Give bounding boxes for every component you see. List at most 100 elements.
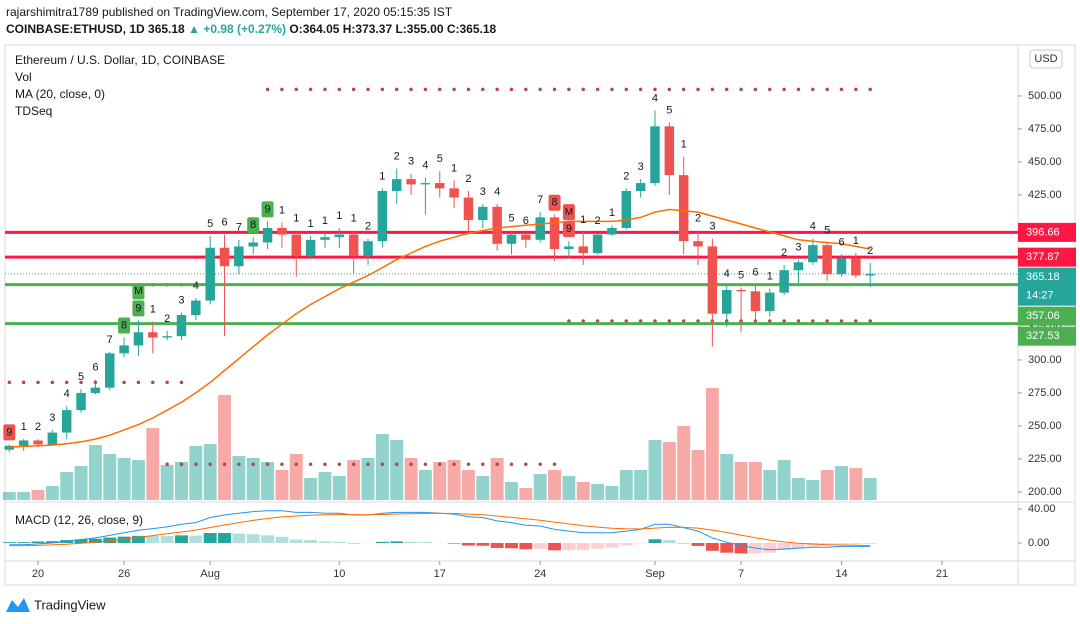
td-box [562,221,575,238]
candle-body [506,234,517,244]
td-perfect: M [565,207,573,218]
candle-body [836,258,847,275]
volume-bar [275,470,289,500]
volume-bar [835,466,848,500]
macd-histogram [849,543,863,545]
candle-body [320,237,330,240]
macd-histogram [763,543,777,553]
volume-bar [505,482,518,500]
td-count: 4 [724,268,730,280]
candle-body [621,190,632,228]
td-perfect-box [132,283,145,300]
y-tick-label: 250.00 [1028,420,1062,432]
volume-bar [461,470,475,500]
candle-body [808,245,818,263]
td-count: 1 [853,235,859,247]
candle-body [363,241,373,256]
td-count: 4 [422,160,428,172]
candle-body [750,291,761,312]
candle-body [607,227,617,235]
volume-bar [74,466,88,500]
macd-histogram [835,543,848,545]
macd-histogram [519,543,533,550]
candle-body [47,432,58,445]
candle-body [162,336,172,338]
currency-button[interactable] [1029,49,1063,69]
macd-histogram [447,543,461,544]
td-count: 1 [379,170,385,182]
macd-histogram [332,541,346,544]
volume-bar [748,462,762,500]
candle-body [693,241,703,247]
price-tag-label: 327.53 [1026,330,1060,342]
volume-bar [548,470,562,500]
candle-body [248,242,258,247]
volume-bar [117,458,131,500]
td-count: 5 [824,224,830,236]
td-count: 4 [494,186,500,198]
td-count: 4 [652,92,658,104]
td-count: 1 [308,218,314,230]
candle-body [564,246,574,250]
candle-body [721,289,732,314]
macd-histogram [720,543,734,553]
currency[interactable]: USD [1034,53,1057,65]
candle-body [377,190,388,242]
td-count: 3 [480,186,486,198]
volume-bar [447,460,461,500]
candle-body [779,270,789,293]
td-count: 2 [164,313,170,325]
macd-histogram [232,533,246,544]
price-tag-label: 357.06 [1026,310,1060,322]
volume-bar [562,476,576,500]
td-count: 1 [767,271,773,283]
y-tick-label: 225.00 [1028,453,1062,465]
candle-body [578,246,588,254]
td-perfect: M [134,286,142,297]
td-count: 4 [193,280,199,292]
td-count: 9 [6,426,12,438]
td-count: 1 [681,139,687,151]
td-count: 9 [135,302,141,314]
td-box [247,217,260,234]
td-count: 1 [451,162,457,174]
macd-histogram [662,540,676,544]
candle-body [635,183,646,191]
volume-bar [691,450,705,500]
macd-histogram [131,535,145,544]
macd-histogram [218,532,231,544]
x-tick-label: Sep [645,568,665,580]
volume-bar [361,458,375,500]
volume-bar [662,442,676,500]
volume-bar [648,440,662,500]
td-count: 7 [236,222,242,234]
td-count: 5 [738,269,744,281]
volume-bar [2,492,16,500]
macd-histogram [863,543,877,544]
td-count: 2 [35,421,41,433]
td-count: 1 [21,421,27,433]
macd-histogram [289,539,303,544]
countdown: 14:27 [1026,290,1054,302]
x-tick-label: 24 [534,568,546,580]
x-tick-label: 17 [434,568,446,580]
td-count: 2 [695,212,701,224]
macd-histogram [576,543,590,551]
price-tag-label: 377.87 [1026,251,1060,263]
td-count: 9 [566,223,572,235]
candle-body [105,353,115,388]
candle-body [33,440,43,445]
td-count: 1 [580,214,586,226]
candle-body [406,179,416,185]
candle-body [291,234,302,256]
x-tick-label: 7 [738,568,744,580]
volume-bar [433,462,447,500]
td-count: 2 [365,220,371,232]
candle-body [549,217,560,250]
candle-body [148,332,158,338]
candle-body [435,183,445,189]
volume-bar [375,434,389,500]
x-tick-label: 14 [835,568,847,580]
td-count: 3 [795,242,801,254]
